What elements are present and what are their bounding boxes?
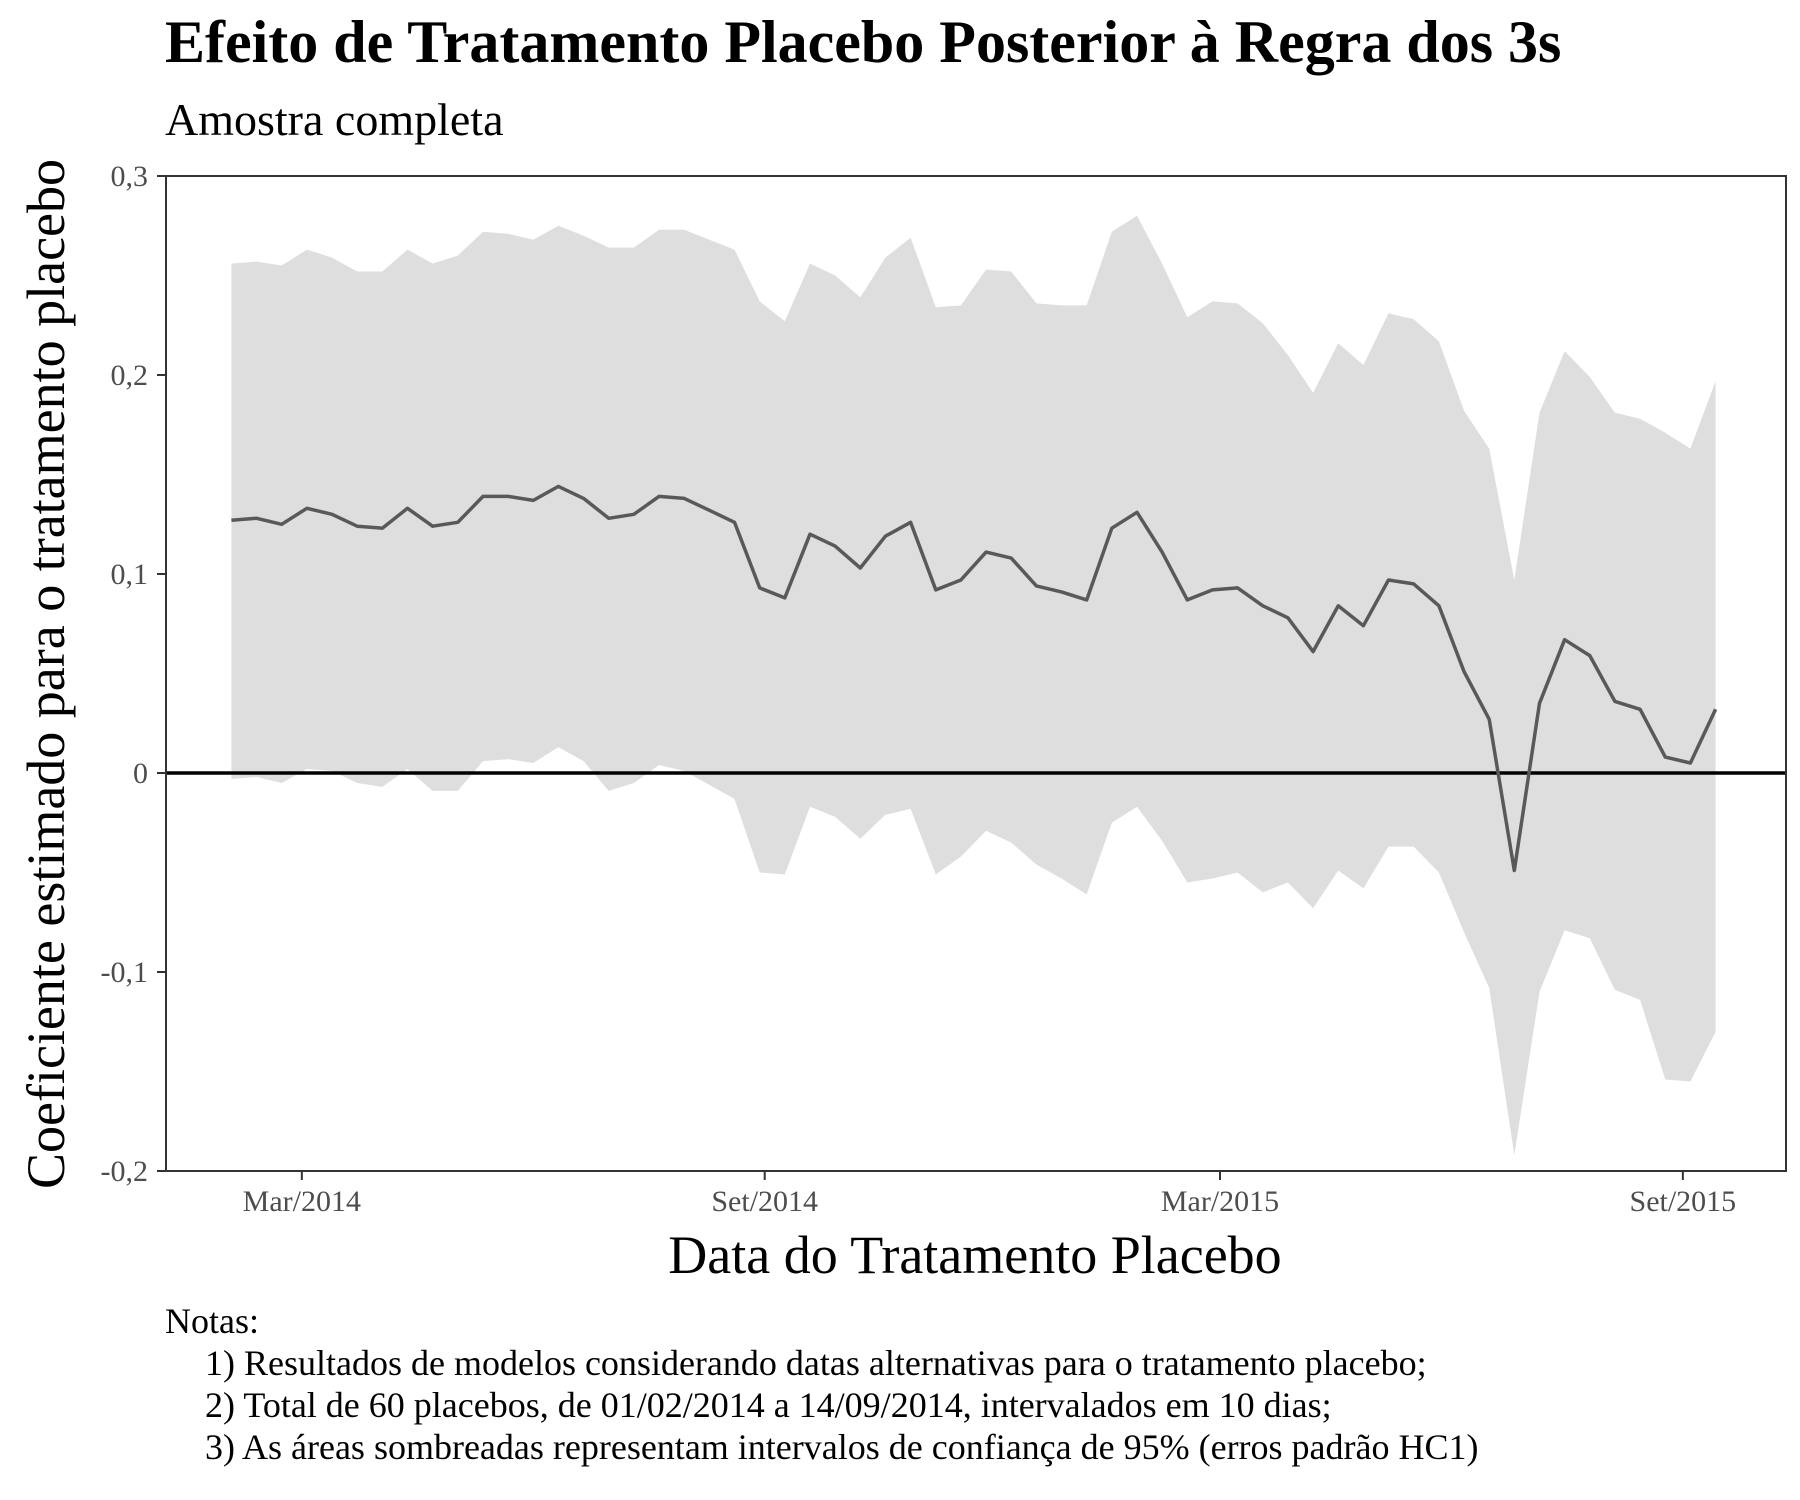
confidence-band [231,215,1716,1156]
axes-layer: 0,3 0,2 0,1 0 -0,1 -0,2 Mar/2014 Set/2014 Mar/20… [101,160,1787,1218]
notes-heading: Notas: [165,1301,259,1341]
y-tick-label: 0,1 [111,558,149,591]
notes-block: Notas: 1) Resultados de modelos consider… [165,1300,1479,1468]
x-tick-label: Set/2015 [1630,1185,1737,1218]
y-tick-label: -0,2 [101,1155,149,1188]
plot-border [165,175,1787,1172]
series-line-layer [231,484,1718,873]
y-axis-title: Coeficiente estimado para o tratamento p… [16,159,76,1189]
x-axis-title: Data do Tratamento Placebo [668,1225,1281,1285]
note-item-3: 3) As áreas sombreadas representam inter… [205,1427,1479,1467]
y-tick-label: 0 [133,757,148,790]
chart-title: Efeito de Tratamento Placebo Posterior à… [165,9,1562,75]
confidence-band-layer [231,215,1716,1156]
chart-subtitle: Amostra completa [165,94,504,145]
note-item-2: 2) Total de 60 placebos, de 01/02/2014 a… [205,1385,1332,1425]
y-tick-label: -0,1 [101,956,149,989]
y-tick-label: 0,2 [111,359,149,392]
chart-plot: 0,3 0,2 0,1 0 -0,1 -0,2 Mar/2014 Set/2014 Mar/20… [16,159,1787,1285]
x-tick-label: Mar/2014 [243,1185,361,1218]
estimate-line [231,484,1718,873]
x-tick-label: Set/2014 [711,1185,818,1218]
y-tick-label: 0,3 [111,160,149,193]
note-item-1: 1) Resultados de modelos considerando da… [205,1343,1427,1383]
x-tick-label: Mar/2015 [1161,1185,1279,1218]
